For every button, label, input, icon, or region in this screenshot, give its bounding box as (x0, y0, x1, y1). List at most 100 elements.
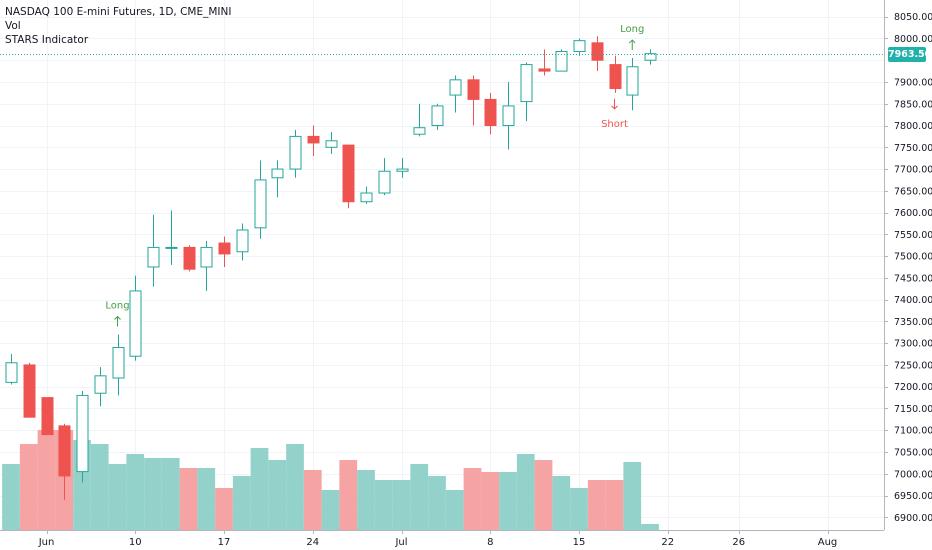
y-tick-label: 7500.00 (894, 252, 932, 263)
y-tick-label: 7150.00 (894, 404, 932, 415)
volume-bar (126, 454, 145, 530)
axes (0, 0, 885, 531)
volume-indicator-label[interactable]: Vol (5, 20, 21, 32)
x-tick-label: 26 (732, 537, 745, 548)
candle-body (165, 246, 178, 249)
volume-bar (215, 488, 233, 530)
candle-body (342, 144, 355, 203)
y-tick-label: 7600.00 (894, 208, 932, 219)
candle-body (76, 394, 89, 473)
candle-body (626, 66, 639, 96)
candle-body (23, 364, 36, 418)
candle-body (307, 135, 320, 144)
x-axis-labels[interactable]: Jun 10 17 24 Jul 8 15 22 26 Aug (38, 530, 838, 548)
volume-bar (605, 480, 624, 530)
volume-bar (90, 444, 109, 530)
volume-bar (445, 490, 464, 530)
volume-bar (463, 468, 482, 530)
chart-legend: NASDAQ 100 E-mini Futures, 1D, CME_MINI … (5, 5, 231, 47)
volume-bar (250, 448, 269, 530)
volume-bar (161, 458, 180, 530)
volume-bar (268, 460, 287, 530)
volume-bar (286, 444, 304, 530)
volume-bar (303, 470, 322, 530)
candle-body (573, 40, 586, 53)
volume-bar (179, 468, 198, 530)
y-tick-label: 7750.00 (894, 143, 932, 154)
y-tick-label: 7400.00 (894, 295, 932, 306)
candle-body (431, 105, 444, 127)
candle-body (502, 105, 515, 127)
y-tick-label: 8050.00 (894, 12, 932, 23)
y-tick-label: 7850.00 (894, 99, 932, 110)
candle-body (484, 98, 497, 127)
volume-bar (144, 458, 162, 530)
candle-body (218, 242, 231, 255)
candle-body (378, 170, 391, 194)
volume-bar (392, 480, 411, 530)
candle-body (271, 168, 284, 179)
volume-bar (374, 480, 393, 530)
candle-body (41, 397, 54, 436)
x-tick-label: 10 (129, 537, 142, 548)
candle-body (449, 79, 462, 96)
candle-body (413, 127, 426, 135)
y-tick-label: 7900.00 (894, 78, 932, 89)
x-tick-label: 17 (218, 537, 231, 548)
x-tick-label: Aug (818, 537, 838, 548)
y-tick-label: 7650.00 (894, 186, 932, 197)
candle-body (467, 79, 480, 100)
volume-bar (516, 454, 535, 530)
y-tick-label: 7550.00 (894, 230, 932, 241)
long-arrow-head-icon (628, 39, 636, 44)
volume-bar (552, 476, 571, 530)
volume-bar (321, 490, 340, 530)
x-tick-label: 15 (573, 537, 586, 548)
long-signal-label: Long (620, 24, 644, 35)
y-tick-label: 6900.00 (894, 513, 932, 524)
candle-body (200, 246, 213, 268)
candle-body (520, 64, 533, 103)
y-tick-label: 7200.00 (894, 382, 932, 393)
volume-bar (37, 430, 56, 530)
y-tick-label: 7000.00 (894, 469, 932, 480)
x-tick-label: 24 (306, 537, 319, 548)
x-tick-label: Jun (38, 537, 55, 548)
y-tick-label: 7050.00 (894, 448, 932, 459)
candle-body (5, 362, 18, 383)
volume-bar (108, 464, 127, 530)
x-tick-label: 22 (661, 537, 674, 548)
short-arrow-head-icon (611, 105, 618, 110)
candle-body (538, 68, 551, 72)
long-signal-label: Long (105, 300, 129, 311)
candle-body (112, 347, 125, 379)
y-axis-labels[interactable]: 6900.00 6950.00 7000.00 7050.00 7100.00 7150.… (884, 12, 932, 524)
volume-bar (197, 468, 216, 530)
y-tick-label: 7350.00 (894, 317, 932, 328)
y-tick-label: 6950.00 (894, 491, 932, 502)
candle-body (555, 51, 568, 72)
candle-body (58, 425, 71, 477)
candle-body (644, 53, 657, 61)
volume-bar (232, 476, 251, 530)
candlesticks (5, 36, 657, 500)
volume-bars (2, 430, 659, 530)
candle-body (591, 42, 604, 61)
short-signal-label: Short (601, 119, 628, 130)
volume-bar (499, 472, 517, 530)
stars-indicator-label[interactable]: STARS Indicator (5, 34, 89, 46)
volume-bar (2, 464, 20, 530)
volume-bar (19, 444, 38, 530)
volume-bar (570, 488, 588, 530)
y-tick-label: 8000.00 (894, 34, 932, 45)
symbol-title[interactable]: NASDAQ 100 E-mini Futures, 1D, CME_MINI (5, 6, 232, 18)
candle-body (609, 64, 622, 90)
volume-bar (534, 460, 553, 530)
volume-bar (410, 464, 429, 530)
x-tick-label: Jul (394, 537, 407, 548)
candle-body (254, 179, 267, 229)
candle-body (360, 192, 373, 203)
volume-bar (339, 460, 358, 530)
candle-body (289, 135, 302, 170)
